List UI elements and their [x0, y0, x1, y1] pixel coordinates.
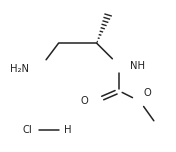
- Text: O: O: [80, 96, 88, 106]
- Text: H: H: [64, 125, 71, 135]
- Text: Cl: Cl: [23, 125, 33, 135]
- Text: H₂N: H₂N: [10, 64, 29, 74]
- Text: O: O: [143, 88, 151, 98]
- Text: NH: NH: [130, 60, 144, 71]
